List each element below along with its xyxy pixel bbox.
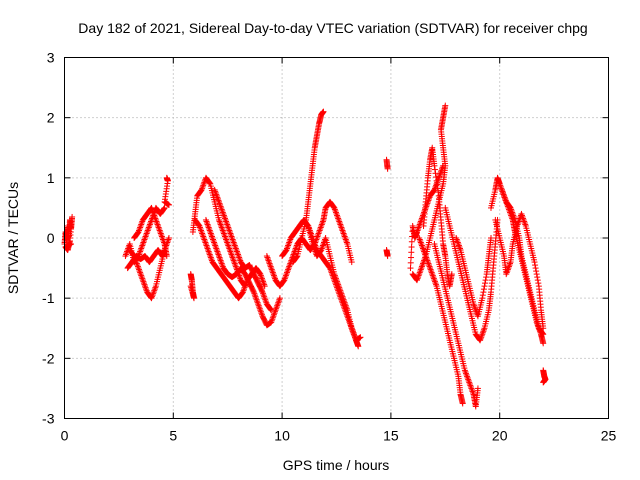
- data-point: [68, 241, 75, 248]
- data-point: [407, 265, 414, 272]
- data-point: [480, 289, 487, 296]
- data-point: [483, 274, 490, 281]
- data-point: [481, 283, 488, 290]
- data-point: [163, 253, 170, 260]
- data-point: [533, 268, 540, 275]
- data-point: [206, 180, 213, 187]
- data-point: [533, 271, 540, 278]
- data-point: [348, 259, 355, 266]
- y-axis: -3 -2 -1 0 1 2 3: [42, 50, 609, 427]
- data-point: [250, 288, 257, 295]
- data-point: [479, 292, 486, 299]
- x-tick-label: 20: [492, 428, 508, 444]
- data-point: [408, 249, 415, 256]
- y-tick-label: 0: [47, 230, 55, 246]
- data-point: [267, 306, 274, 313]
- data-point: [355, 343, 362, 350]
- x-tick-label: 15: [383, 428, 399, 444]
- data-point: [268, 307, 275, 314]
- y-tick-label: 3: [47, 50, 55, 66]
- y-tick-label: -3: [42, 411, 55, 427]
- data-point: [482, 280, 489, 287]
- x-axis: 0 5 10 15 20 25: [61, 57, 617, 444]
- data-point: [408, 244, 415, 251]
- data-point: [161, 205, 168, 212]
- data-point: [532, 265, 539, 272]
- y-tick-label: -2: [42, 350, 55, 366]
- y-tick-label: 2: [47, 110, 55, 126]
- data-point: [161, 204, 168, 211]
- data-point: [408, 254, 415, 261]
- y-axis-title: SDTVAR / TECUs: [5, 182, 21, 294]
- x-tick-label: 10: [274, 428, 290, 444]
- data-point: [532, 262, 539, 269]
- data-point: [408, 238, 415, 245]
- data-point: [534, 277, 541, 284]
- data-points: [61, 102, 549, 410]
- data-point: [535, 280, 542, 287]
- data-point: [442, 102, 449, 109]
- data-point: [407, 259, 414, 266]
- y-tick-label: -1: [42, 290, 55, 306]
- data-point: [482, 277, 489, 284]
- data-point: [165, 235, 172, 241]
- data-point: [276, 295, 283, 302]
- x-tick-label: 25: [601, 428, 617, 444]
- data-point: [432, 170, 439, 177]
- data-point: [534, 274, 541, 281]
- data-point: [165, 201, 172, 208]
- y-tick-label: 1: [47, 170, 55, 186]
- data-point: [480, 286, 487, 293]
- chart-title: Day 182 of 2021, Sidereal Day-to-day VTE…: [78, 20, 587, 36]
- x-tick-label: 5: [169, 428, 177, 444]
- x-axis-title: GPS time / hours: [283, 457, 390, 473]
- data-point: [293, 253, 300, 260]
- x-tick-label: 0: [61, 428, 69, 444]
- data-point: [431, 166, 438, 173]
- data-point: [258, 288, 265, 295]
- data-point: [187, 283, 194, 290]
